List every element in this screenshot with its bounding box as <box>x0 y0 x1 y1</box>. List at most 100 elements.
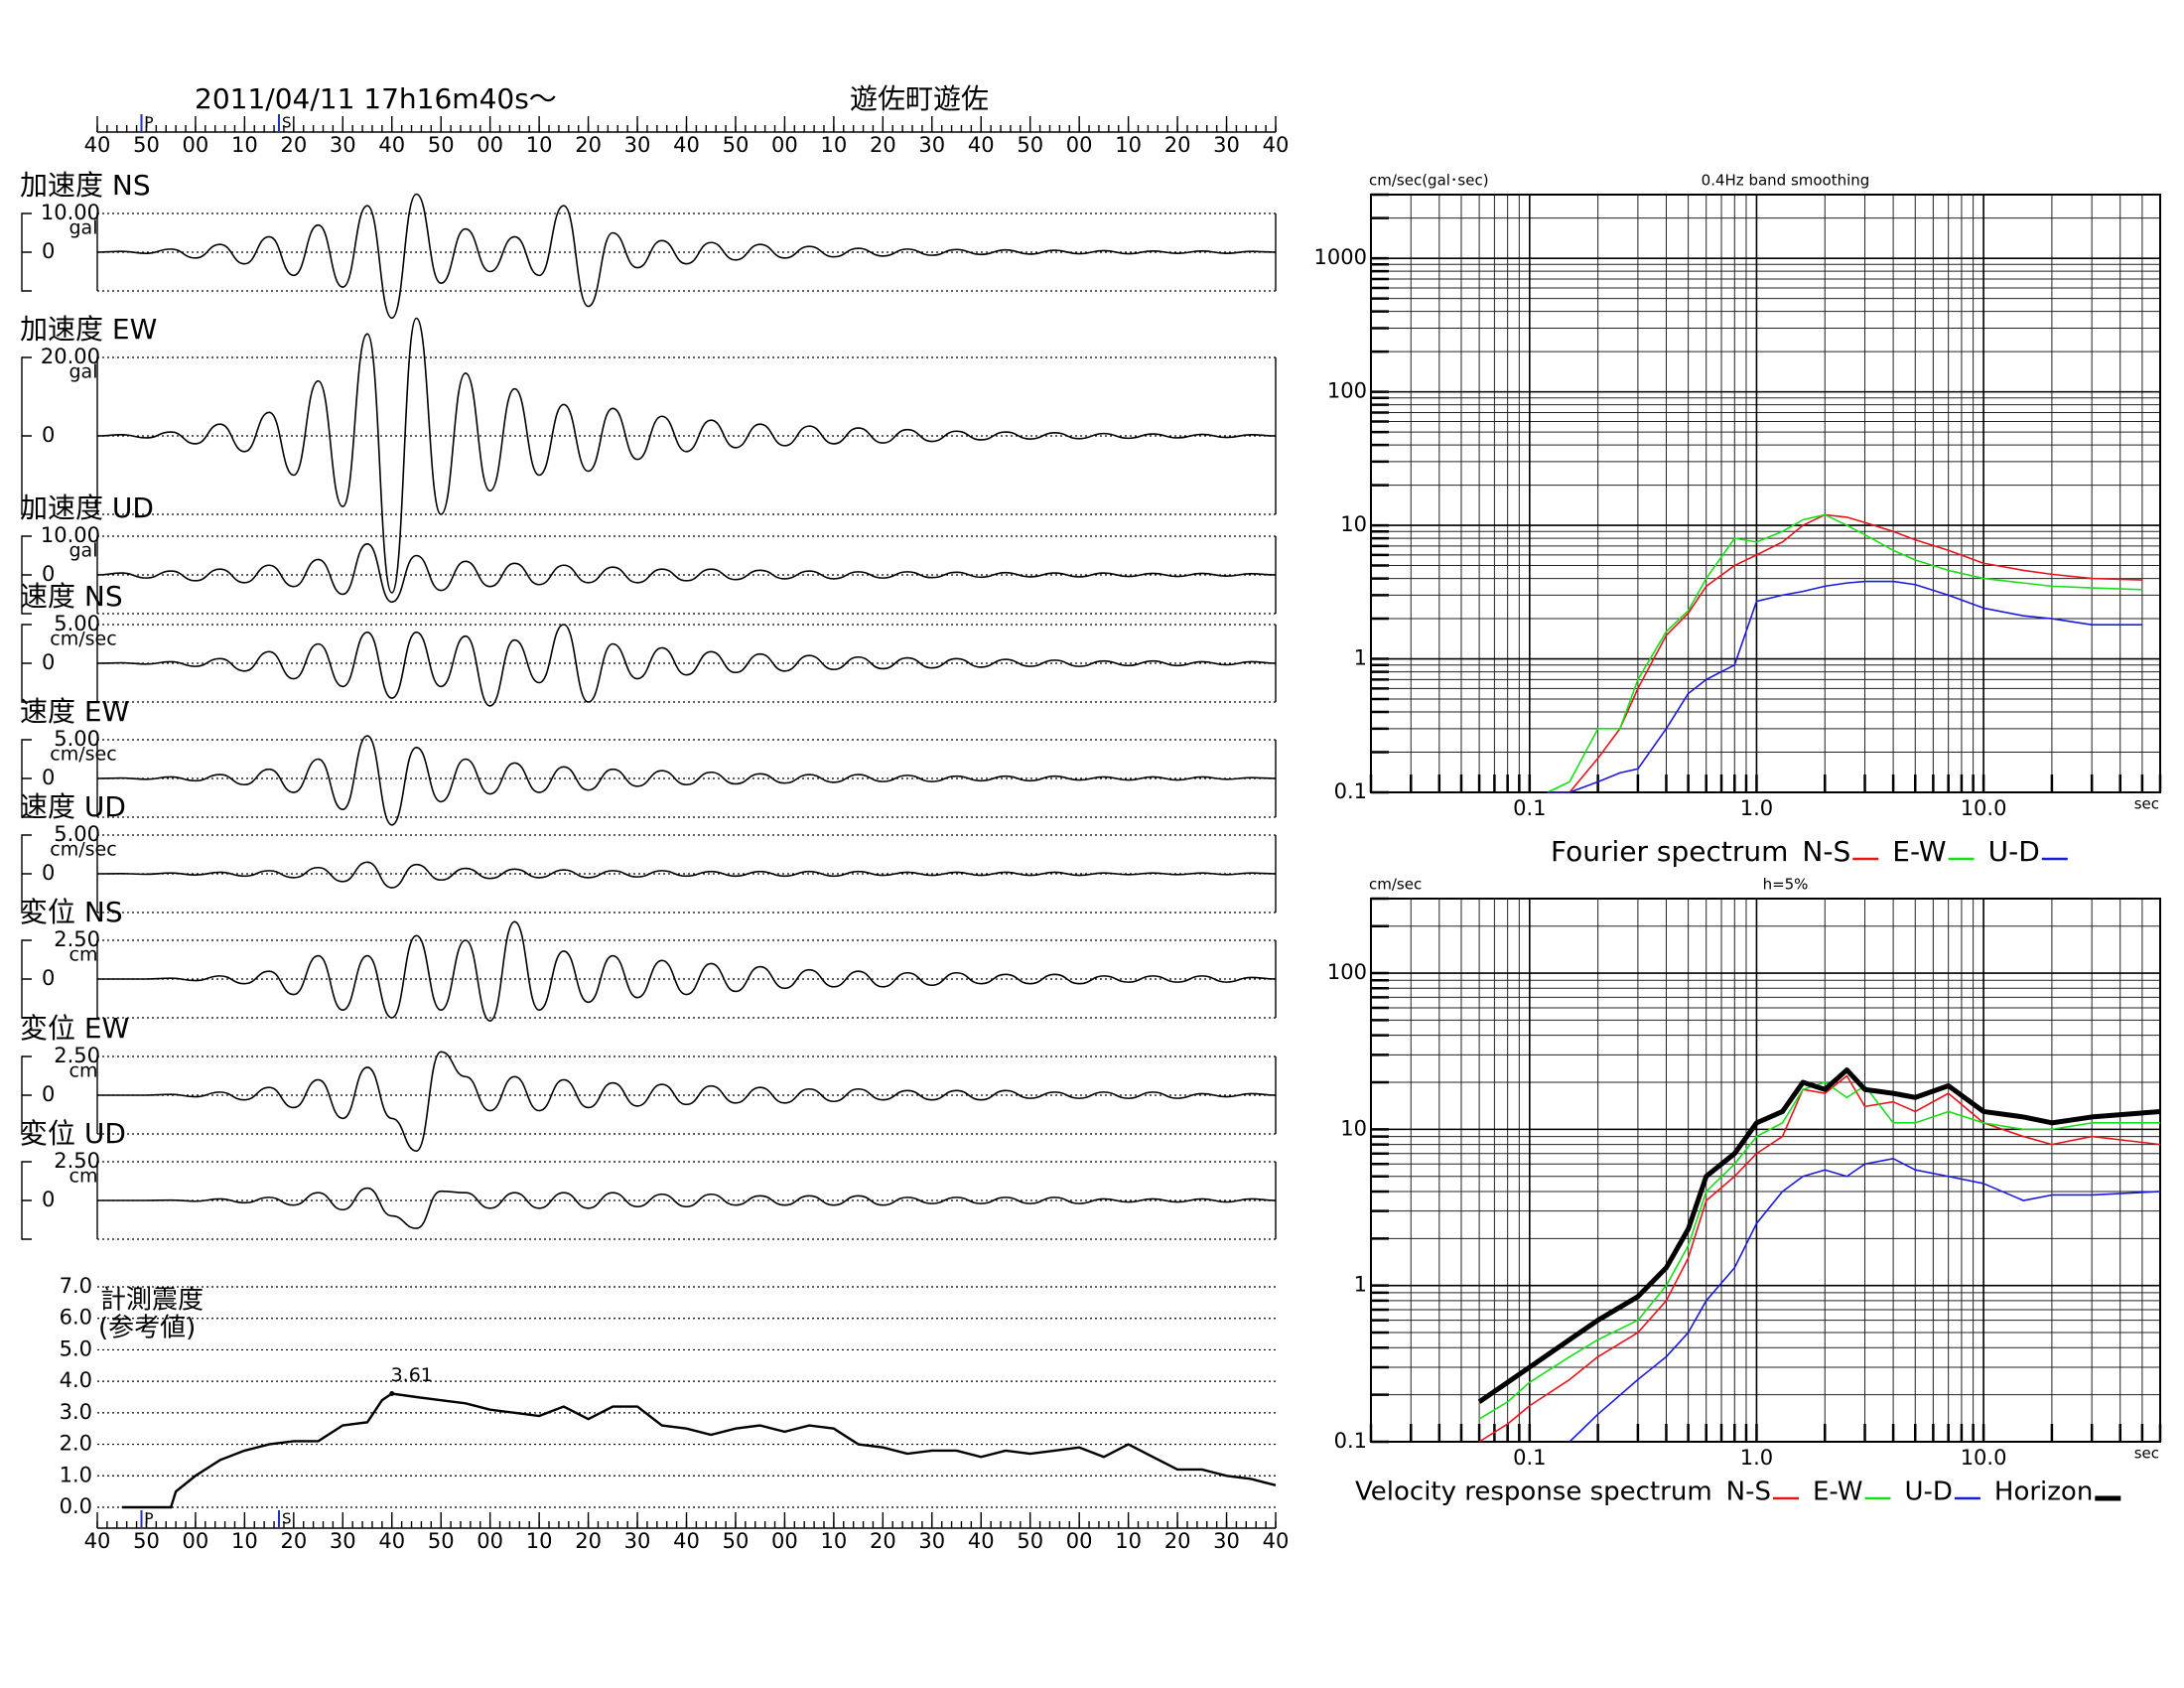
waveform <box>96 861 1277 889</box>
time-tick-label: 00 <box>183 1529 209 1553</box>
legend-label: N-S <box>1726 1477 1771 1507</box>
y-tick-label: 10 <box>1340 512 1367 536</box>
bracket <box>21 1161 32 1240</box>
bracket <box>21 739 32 818</box>
time-tick-label: 10 <box>231 133 258 157</box>
time-tick-label: 20 <box>1164 133 1191 157</box>
time-tick-label: 40 <box>968 1529 995 1553</box>
time-tick-label: 30 <box>918 133 945 157</box>
y-tick-label: 10 <box>1340 1116 1367 1140</box>
phase-label: P <box>145 114 154 132</box>
y-tick-label: 6.0 <box>60 1306 92 1330</box>
spectrum-line <box>1478 1081 2160 1420</box>
x-tick-label: 0.1 <box>1513 1446 1546 1470</box>
bracket <box>21 535 32 615</box>
bracket <box>21 212 32 292</box>
scale-label: 0 <box>42 423 55 447</box>
time-tick-label: 20 <box>575 1529 602 1553</box>
y-axis-label: cm/sec(gal･sec) <box>1369 172 1489 190</box>
title: 2011/04/11 17h16m40s〜 <box>195 82 557 115</box>
time-tick-label: 40 <box>968 133 995 157</box>
x-tick-label: 10.0 <box>1961 796 2007 820</box>
trace-label: 変位 EW <box>20 1012 129 1045</box>
station-name: 遊佐町遊佐 <box>850 82 989 115</box>
unit-label: cm/sec <box>50 839 116 861</box>
plot-title: h=5% <box>1763 876 1809 894</box>
unit-label: cm/sec <box>50 629 116 650</box>
x-axis-label: sec <box>2134 1445 2159 1463</box>
phase-label: P <box>145 1510 154 1528</box>
time-tick-label: 40 <box>84 1529 111 1553</box>
y-tick-label: 0.1 <box>1334 1429 1367 1453</box>
scale-label: 2.50 <box>54 927 100 951</box>
bracket <box>21 834 32 914</box>
time-tick-label: 50 <box>133 1529 160 1553</box>
x-tick-label: 1.0 <box>1740 1446 1773 1470</box>
legend-label: Horizon <box>1994 1477 2093 1507</box>
spectrum-line <box>1547 513 2142 793</box>
scale-label: 2.50 <box>54 1149 100 1173</box>
y-tick-label: 0.0 <box>60 1494 92 1518</box>
scale-label: 0 <box>42 861 55 885</box>
time-tick-label: 30 <box>1213 133 1240 157</box>
y-tick-label: 5.0 <box>60 1336 92 1360</box>
time-tick-label: 30 <box>330 1529 356 1553</box>
scale-label: 0 <box>42 562 55 586</box>
legend-label: U-D <box>1988 835 2040 868</box>
y-tick-label: 1000 <box>1314 245 1367 269</box>
trace-label: 変位 UD <box>20 1117 126 1150</box>
time-tick-label: 30 <box>918 1529 945 1553</box>
time-tick-label: 00 <box>1066 1529 1093 1553</box>
scale-label: 2.50 <box>54 1044 100 1067</box>
time-tick-label: 20 <box>575 133 602 157</box>
y-tick-label: 3.0 <box>60 1400 92 1424</box>
bracket <box>21 624 32 703</box>
scale-label: 5.00 <box>54 612 100 635</box>
trace-label: 加速度 NS <box>20 169 151 202</box>
plot-title: 0.4Hz band smoothing <box>1702 172 1870 190</box>
x-tick-label: 10.0 <box>1961 1446 2007 1470</box>
time-tick-label: 30 <box>624 1529 651 1553</box>
intensity-title: 計測震度 <box>100 1286 204 1316</box>
plot-frame <box>1370 194 2161 793</box>
spectrum-line <box>1569 1158 2161 1443</box>
time-tick-label: 50 <box>723 1529 750 1553</box>
scale-label: 5.00 <box>54 822 100 846</box>
scale-label: 0 <box>42 650 55 674</box>
time-tick-label: 40 <box>84 133 111 157</box>
y-tick-label: 100 <box>1327 379 1367 403</box>
time-tick-label: 20 <box>280 1529 307 1553</box>
scale-label: 0 <box>42 1188 55 1211</box>
time-tick-label: 40 <box>378 133 405 157</box>
time-tick-label: 00 <box>771 1529 798 1553</box>
unit-label: gal <box>69 540 98 562</box>
peak-label: 3.61 <box>391 1364 433 1386</box>
time-tick-label: 00 <box>477 1529 503 1553</box>
legend-label: U-D <box>1904 1477 1952 1507</box>
legend-label: E-W <box>1892 835 1946 868</box>
time-tick-label: 00 <box>183 133 209 157</box>
spectrum-line <box>1477 1067 2161 1404</box>
x-tick-label: 0.1 <box>1513 796 1546 820</box>
unit-label: cm <box>69 1166 98 1188</box>
waveform <box>96 543 1277 604</box>
waveform <box>96 1187 1277 1229</box>
bracket <box>21 939 32 1019</box>
time-tick-label: 00 <box>1066 133 1093 157</box>
trace-label: 加速度 UD <box>20 492 154 524</box>
y-tick-label: 1 <box>1354 646 1367 670</box>
time-tick-label: 30 <box>1213 1529 1240 1553</box>
legend-label: E-W <box>1813 1477 1862 1507</box>
time-tick-label: 40 <box>1263 133 1290 157</box>
x-axis-label: sec <box>2134 795 2159 813</box>
time-tick-label: 00 <box>477 133 503 157</box>
time-tick-label: 30 <box>330 133 356 157</box>
bracket <box>21 1055 32 1135</box>
time-tick-label: 50 <box>133 133 160 157</box>
time-tick-label: 40 <box>673 1529 700 1553</box>
waveform <box>96 193 1277 320</box>
waveform <box>96 920 1277 1022</box>
time-tick-label: 20 <box>870 1529 896 1553</box>
time-tick-label: 40 <box>673 133 700 157</box>
